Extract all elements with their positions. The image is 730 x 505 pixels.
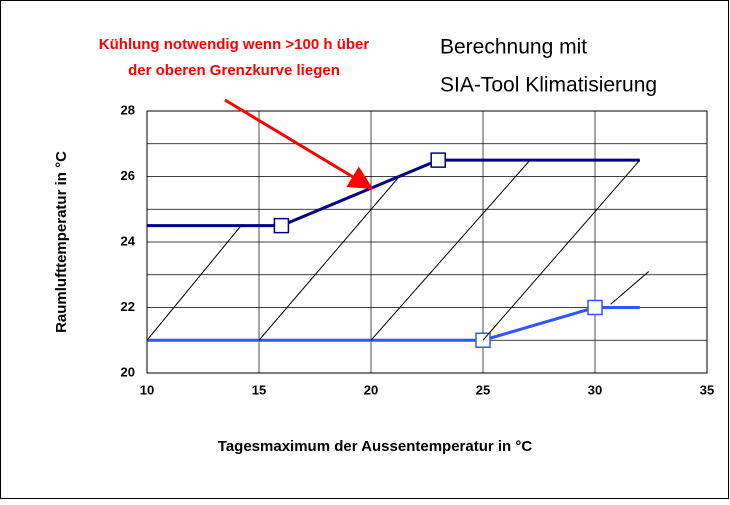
- y-tick-label: 28: [121, 102, 135, 117]
- annotation-arrow: [224, 98, 374, 190]
- x-tick-label: 20: [364, 382, 378, 397]
- point-marker: [273, 217, 290, 234]
- y-tick-label: 20: [121, 364, 135, 379]
- annotation: Kühlung notwendig wenn >100 h über: [99, 36, 370, 53]
- series-line: [147, 306, 640, 342]
- y-tick-label: 26: [121, 168, 135, 183]
- x-tick-label: 35: [700, 382, 714, 397]
- x-tick-label: 10: [140, 382, 154, 397]
- x-tick-label: 30: [588, 382, 602, 397]
- subtitle: Berechnung mit: [440, 36, 587, 59]
- y-axis-label: Raumlufttemperatur in °C: [53, 151, 70, 333]
- series-line: [370, 159, 531, 341]
- y-tick-label: 24: [121, 233, 136, 248]
- annotation: der oberen Grenzkurve liegen: [128, 62, 340, 79]
- point-marker: [430, 152, 446, 168]
- x-tick-label: 15: [252, 382, 266, 397]
- y-tick-label: 22: [121, 299, 135, 314]
- series-line: [258, 177, 399, 341]
- x-axis-label: Tagesmaximum der Aussentemperatur in °C: [218, 438, 533, 455]
- point-marker: [587, 299, 603, 316]
- series-line: [610, 271, 650, 305]
- subtitle: SIA-Tool Klimatisierung: [440, 74, 657, 97]
- series-line: [146, 225, 242, 341]
- series-line: [482, 159, 641, 341]
- x-tick-label: 25: [476, 382, 490, 397]
- plot-frame: [146, 110, 708, 374]
- series-line: [147, 158, 640, 228]
